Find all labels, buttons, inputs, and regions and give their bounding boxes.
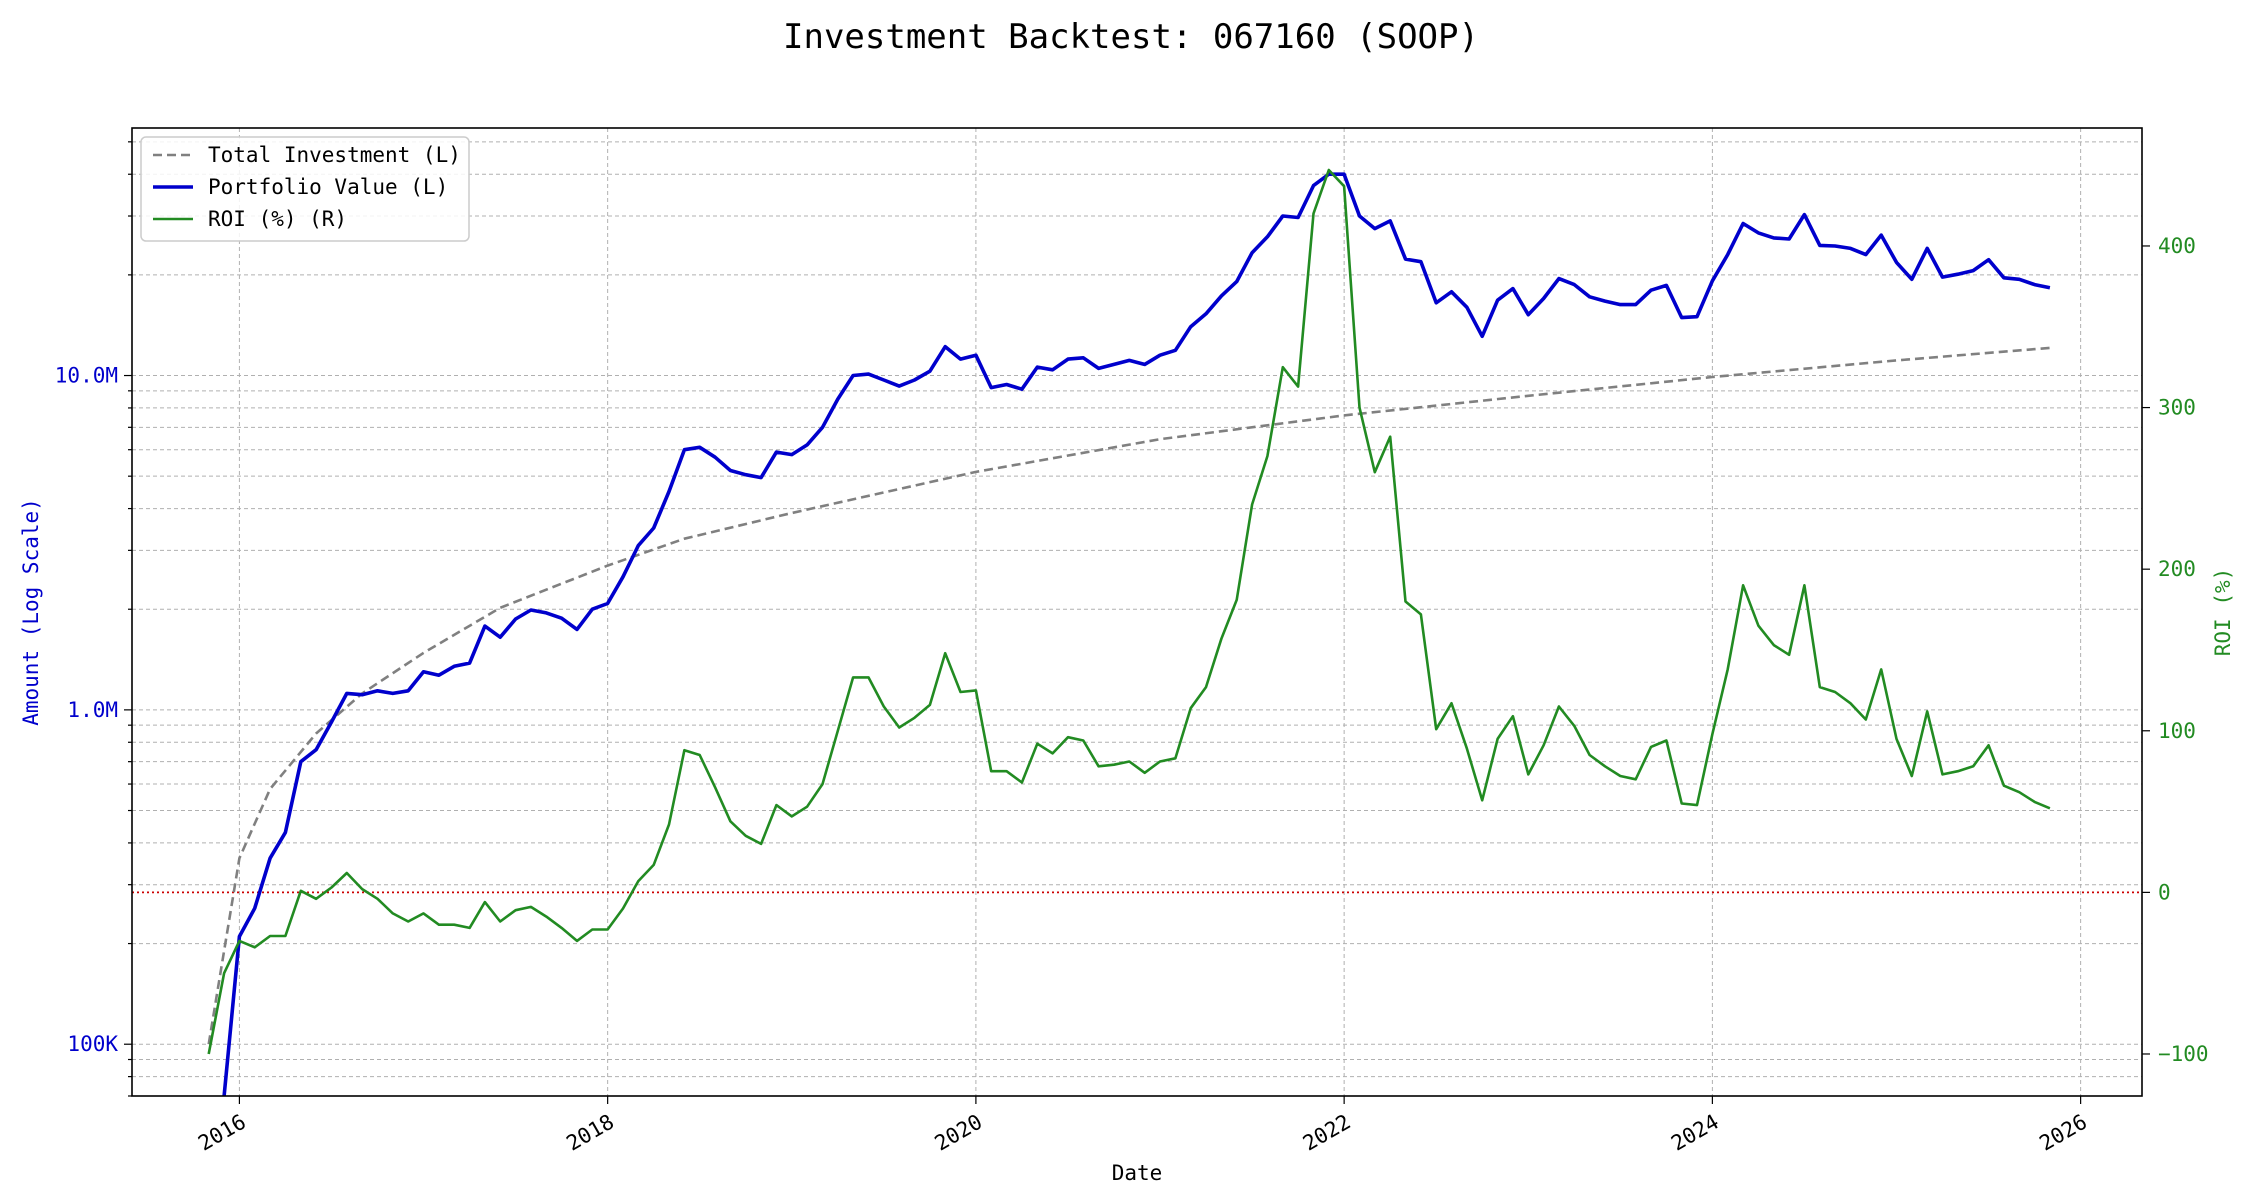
right-tick-label: 0 <box>2158 880 2171 904</box>
x-tick-label: 2020 <box>931 1110 987 1156</box>
x-tick-label: 2016 <box>194 1110 250 1156</box>
left-axis-ticks: 100K 1.0M 10.0M <box>55 141 132 1097</box>
right-axis-label: ROI (%) <box>2211 568 2235 657</box>
series-line-1 <box>222 172 2051 1096</box>
x-axis-label: Date <box>1112 1161 1163 1185</box>
legend: Total Investment (L) Portfolio Value (L) R… <box>140 136 470 242</box>
x-tick-label: 2018 <box>562 1110 618 1156</box>
right-tick-label: −100 <box>2158 1042 2209 1066</box>
legend-entry: Portfolio Value (L) <box>208 175 448 199</box>
left-tick-label: 1.0M <box>67 698 118 722</box>
left-tick-label: 10.0M <box>55 364 118 388</box>
left-tick-label: 100K <box>67 1032 118 1056</box>
legend-entry: ROI (%) (R) <box>208 207 347 231</box>
legend-box <box>140 136 470 242</box>
right-tick-label: 200 <box>2158 557 2196 581</box>
right-tick-label: 100 <box>2158 719 2196 743</box>
series-layer <box>207 168 2051 1096</box>
legend-entry: Total Investment (L) <box>208 143 461 167</box>
chart-title: Investment Backtest: 067160 (SOOP) <box>783 17 1479 57</box>
plot-area-frame <box>131 127 2143 1097</box>
right-axis-ticks: −100 0 100 200 300 400 <box>2142 234 2209 1066</box>
series-line-0 <box>207 346 2051 1045</box>
left-axis-label: Amount (Log Scale) <box>19 498 43 726</box>
x-tick-label: 2026 <box>2035 1110 2091 1156</box>
right-tick-label: 400 <box>2158 234 2196 258</box>
grid-lines <box>132 128 2142 1097</box>
series-line-2 <box>207 168 2051 1055</box>
right-tick-label: 300 <box>2158 396 2196 420</box>
x-tick-label: 2024 <box>1667 1110 1723 1156</box>
x-axis-ticks: 2016 2018 2020 2022 2024 2026 <box>194 1096 2091 1156</box>
x-tick-label: 2022 <box>1299 1110 1355 1156</box>
